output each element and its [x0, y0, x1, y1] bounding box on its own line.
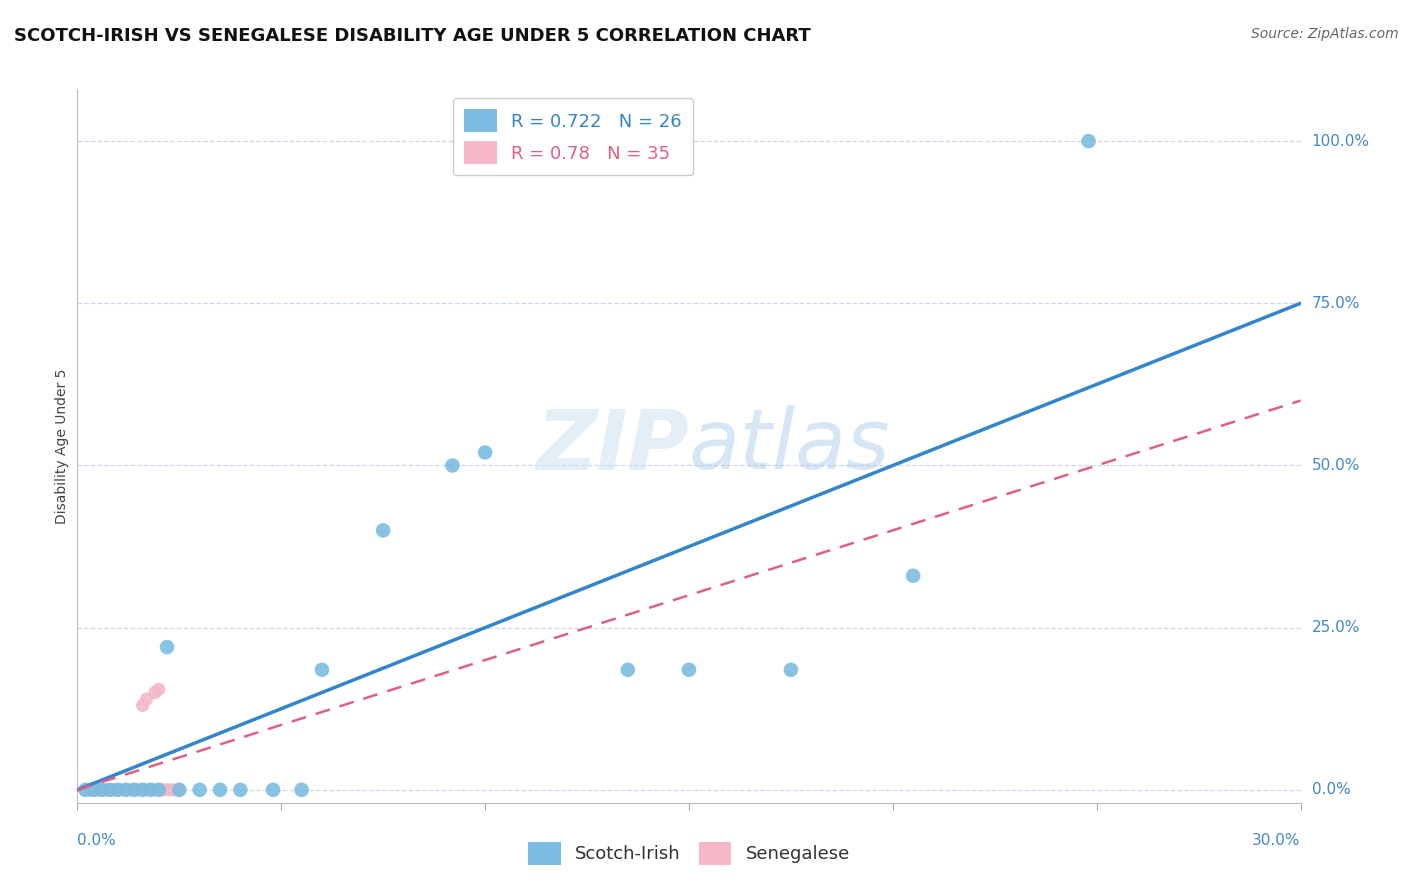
- Point: [115, 782, 138, 797]
- Point: [79, 782, 101, 797]
- Text: Source: ZipAtlas.com: Source: ZipAtlas.com: [1251, 27, 1399, 41]
- Point: [1077, 134, 1099, 148]
- Point: [371, 524, 394, 538]
- Point: [160, 782, 183, 797]
- Text: 0.0%: 0.0%: [77, 833, 117, 848]
- Point: [165, 782, 187, 797]
- Point: [131, 782, 153, 797]
- Point: [83, 782, 105, 797]
- Text: 75.0%: 75.0%: [1312, 296, 1360, 310]
- Point: [75, 782, 97, 797]
- Point: [903, 568, 925, 582]
- Point: [90, 782, 112, 797]
- Point: [148, 782, 170, 797]
- Point: [143, 685, 166, 699]
- Text: SCOTCH-IRISH VS SENEGALESE DISABILITY AGE UNDER 5 CORRELATION CHART: SCOTCH-IRISH VS SENEGALESE DISABILITY AG…: [14, 27, 811, 45]
- Point: [139, 782, 162, 797]
- Point: [87, 782, 110, 797]
- Point: [262, 782, 284, 797]
- Point: [617, 663, 640, 677]
- Text: atlas: atlas: [689, 406, 890, 486]
- Point: [111, 782, 134, 797]
- Text: 50.0%: 50.0%: [1312, 458, 1360, 473]
- Point: [678, 663, 700, 677]
- Text: 30.0%: 30.0%: [1253, 833, 1301, 848]
- Text: ZIP: ZIP: [536, 406, 689, 486]
- Point: [103, 782, 125, 797]
- Point: [124, 782, 146, 797]
- Point: [75, 782, 97, 797]
- Point: [107, 782, 129, 797]
- Point: [441, 458, 464, 473]
- Point: [169, 782, 191, 797]
- Text: 100.0%: 100.0%: [1312, 134, 1369, 149]
- Point: [120, 782, 142, 797]
- Point: [152, 782, 174, 797]
- Point: [103, 782, 125, 797]
- Point: [94, 782, 117, 797]
- Point: [83, 782, 105, 797]
- Text: 0.0%: 0.0%: [1312, 782, 1350, 797]
- Point: [115, 782, 138, 797]
- Point: [139, 782, 162, 797]
- Point: [135, 782, 157, 797]
- Legend: Scotch-Irish, Senegalese: Scotch-Irish, Senegalese: [520, 835, 858, 872]
- Point: [79, 782, 101, 797]
- Point: [779, 663, 801, 677]
- Point: [90, 782, 112, 797]
- Point: [208, 782, 231, 797]
- Point: [90, 782, 112, 797]
- Point: [98, 782, 121, 797]
- Point: [124, 782, 146, 797]
- Point: [148, 682, 170, 697]
- Y-axis label: Disability Age Under 5: Disability Age Under 5: [55, 368, 69, 524]
- Point: [156, 782, 179, 797]
- Point: [87, 782, 110, 797]
- Point: [94, 782, 117, 797]
- Point: [156, 640, 179, 654]
- Point: [83, 782, 105, 797]
- Point: [229, 782, 252, 797]
- Point: [188, 782, 211, 797]
- Point: [169, 782, 191, 797]
- Point: [98, 782, 121, 797]
- Point: [148, 782, 170, 797]
- Point: [131, 782, 153, 797]
- Point: [290, 782, 312, 797]
- Point: [474, 445, 496, 459]
- Text: 25.0%: 25.0%: [1312, 620, 1360, 635]
- Point: [107, 782, 129, 797]
- Point: [98, 782, 121, 797]
- Point: [127, 782, 149, 797]
- Point: [311, 663, 333, 677]
- Point: [135, 692, 157, 706]
- Point: [143, 782, 166, 797]
- Point: [131, 698, 153, 713]
